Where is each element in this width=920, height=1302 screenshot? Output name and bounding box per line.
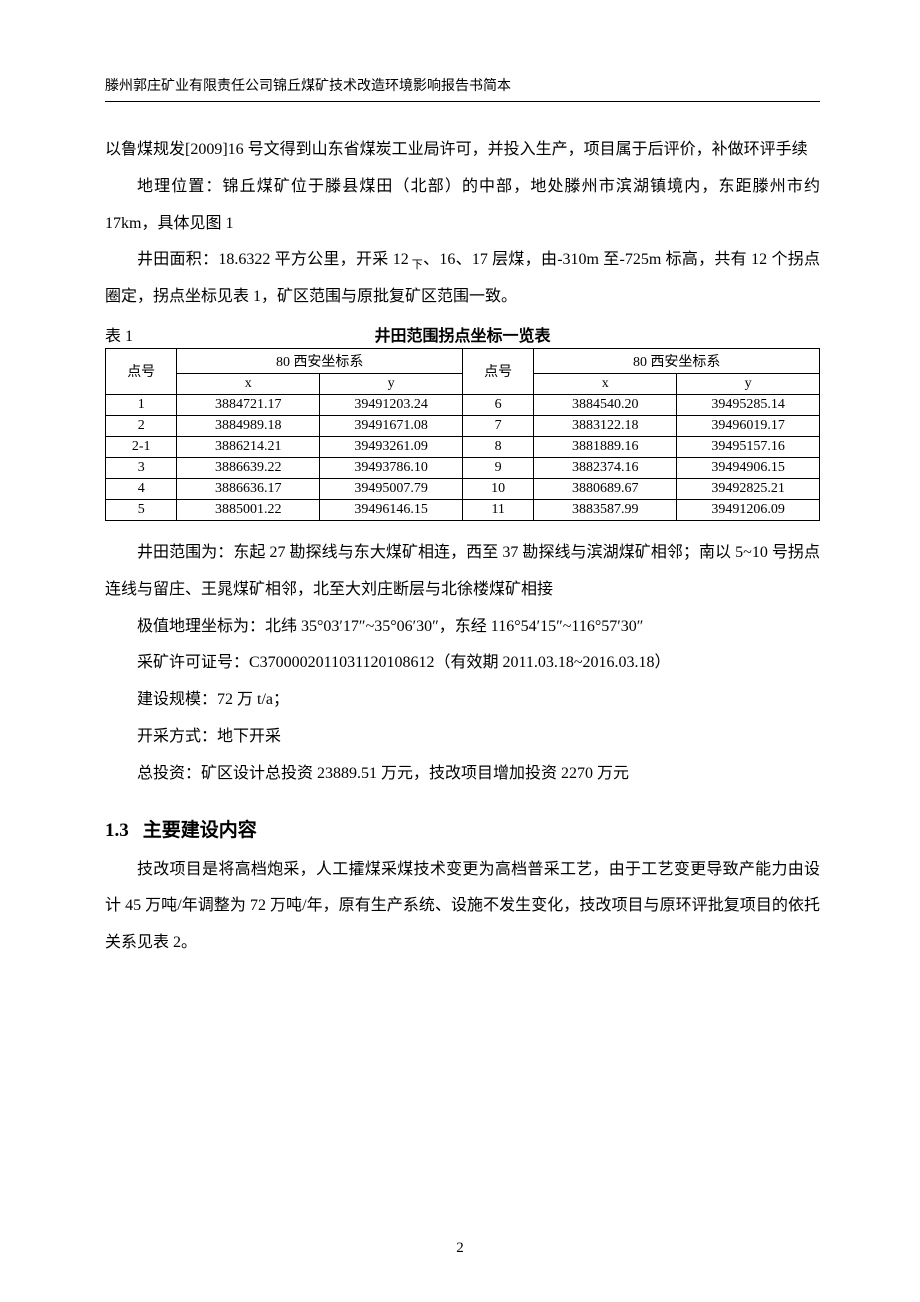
section-number: 1.3 [105, 820, 129, 841]
paragraph-10: 技改项目是将高档炮采，人工攉煤采煤技术变更为高档普采工艺，由于工艺变更导致产能力… [105, 852, 820, 962]
table-cell: 3886639.22 [177, 457, 320, 478]
table-cell: 39496019.17 [677, 415, 820, 436]
table-cell: 39491206.09 [677, 499, 820, 520]
table-cell: 2 [106, 415, 177, 436]
paragraph-3: 井田面积：18.6322 平方公里，开采 12 下、16、17 层煤，由-310… [105, 242, 820, 316]
table1-title: 井田范围拐点坐标一览表 [374, 322, 550, 346]
table-cell: 3 [106, 457, 177, 478]
table-cell: 1 [106, 394, 177, 415]
th-point-left: 点号 [106, 348, 177, 394]
table1-label: 表 1 [105, 322, 133, 346]
table-cell: 3884540.20 [534, 394, 677, 415]
th-y-right: y [677, 373, 820, 394]
th-x-left: x [177, 373, 320, 394]
table-row: 33886639.2239493786.1093882374.163949490… [106, 457, 820, 478]
table-cell: 8 [462, 436, 533, 457]
table-cell: 3886214.21 [177, 436, 320, 457]
table-cell: 3884721.17 [177, 394, 320, 415]
table-cell: 39495157.16 [677, 436, 820, 457]
section-heading-1-3: 1.3 主要建设内容 [105, 815, 820, 842]
table-cell: 39492825.21 [677, 478, 820, 499]
table-cell: 6 [462, 394, 533, 415]
table-cell: 3885001.22 [177, 499, 320, 520]
th-y-left: y [320, 373, 463, 394]
table-cell: 39493261.09 [320, 436, 463, 457]
paragraph-6: 采矿许可证号：C3700002011031120108612（有效期 2011.… [105, 645, 820, 682]
table-cell: 39495007.79 [320, 478, 463, 499]
table-cell: 39491671.08 [320, 415, 463, 436]
table-cell: 39493786.10 [320, 457, 463, 478]
table1-caption: 表 1 井田范围拐点坐标一览表 [105, 322, 820, 344]
paragraph-7: 建设规模：72 万 t/a； [105, 682, 820, 719]
table-row: 53885001.2239496146.15113883587.99394912… [106, 499, 820, 520]
table-cell: 39491203.24 [320, 394, 463, 415]
table-cell: 5 [106, 499, 177, 520]
table-row: 23884989.1839491671.0873883122.183949601… [106, 415, 820, 436]
th-x-right: x [534, 373, 677, 394]
paragraph-4: 井田范围为：东起 27 勘探线与东大煤矿相连，西至 37 勘探线与滨湖煤矿相邻；… [105, 535, 820, 609]
table-cell: 9 [462, 457, 533, 478]
table-cell: 39495285.14 [677, 394, 820, 415]
table-cell: 3886636.17 [177, 478, 320, 499]
table-row: 13884721.1739491203.2463884540.203949528… [106, 394, 820, 415]
table-cell: 3882374.16 [534, 457, 677, 478]
table-cell: 11 [462, 499, 533, 520]
table-cell: 10 [462, 478, 533, 499]
table-cell: 3883122.18 [534, 415, 677, 436]
section-title: 主要建设内容 [143, 820, 257, 841]
table-cell: 3883587.99 [534, 499, 677, 520]
para3-subscript: 下 [409, 260, 423, 272]
paragraph-1: 以鲁煤规发[2009]16 号文得到山东省煤炭工业局许可，并投入生产，项目属于后… [105, 132, 820, 169]
page-header: 滕州郭庄矿业有限责任公司锦丘煤矿技术改造环境影响报告书简本 [105, 75, 820, 102]
table-row: 2-13886214.2139493261.0983881889.1639495… [106, 436, 820, 457]
page-number: 2 [456, 1240, 464, 1257]
paragraph-8: 开采方式：地下开采 [105, 719, 820, 756]
table-cell: 39494906.15 [677, 457, 820, 478]
table-cell: 3884989.18 [177, 415, 320, 436]
paragraph-2: 地理位置：锦丘煤矿位于滕县煤田（北部）的中部，地处滕州市滨湖镇境内，东距滕州市约… [105, 169, 820, 243]
table-cell: 4 [106, 478, 177, 499]
table-cell: 39496146.15 [320, 499, 463, 520]
table-row: 43886636.1739495007.79103880689.67394928… [106, 478, 820, 499]
th-system-left: 80 西安坐标系 [177, 348, 463, 373]
paragraph-5: 极值地理坐标为：北纬 35°03′17″~35°06′30″，东经 116°54… [105, 609, 820, 646]
para3-part-a: 井田面积：18.6322 平方公里，开采 12 [137, 251, 409, 268]
table-cell: 7 [462, 415, 533, 436]
table-cell: 3881889.16 [534, 436, 677, 457]
paragraph-9: 总投资：矿区设计总投资 23889.51 万元，技改项目增加投资 2270 万元 [105, 756, 820, 793]
th-point-right: 点号 [462, 348, 533, 394]
table-cell: 3880689.67 [534, 478, 677, 499]
table-cell: 2-1 [106, 436, 177, 457]
coordinates-table: 点号 80 西安坐标系 点号 80 西安坐标系 x y x y 13884721… [105, 348, 820, 521]
th-system-right: 80 西安坐标系 [534, 348, 820, 373]
